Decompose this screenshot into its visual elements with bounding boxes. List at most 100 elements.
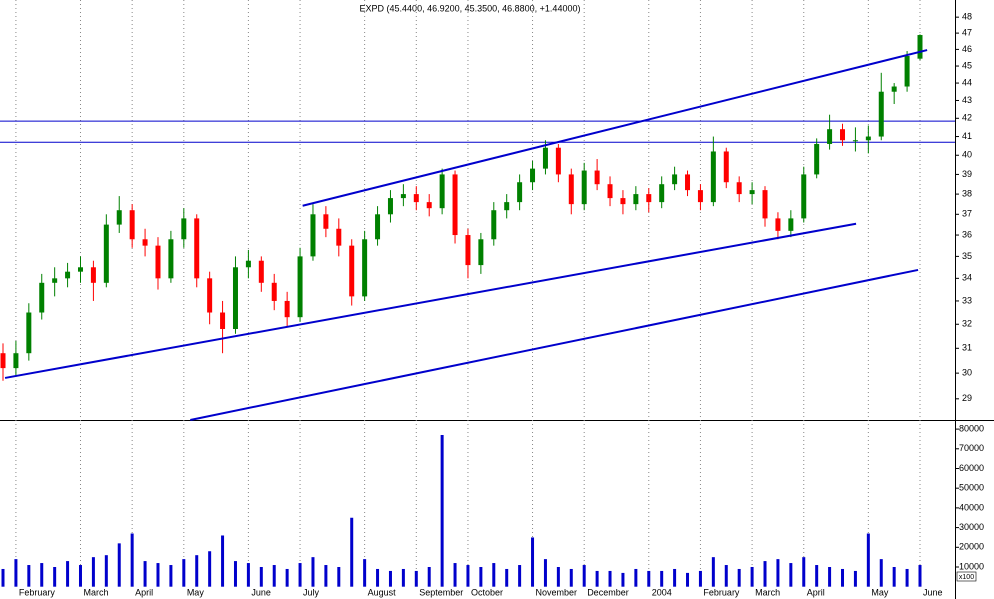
- volume-bar: [27, 565, 31, 587]
- trend-line: [302, 49, 928, 207]
- candle-body: [13, 353, 19, 369]
- y-tick-label: 36: [962, 229, 972, 239]
- candle-body: [581, 170, 587, 205]
- volume-bar: [388, 570, 392, 587]
- x-tick-label: June: [923, 587, 943, 597]
- y-tick-label: 70000: [959, 443, 984, 453]
- candle-body: [723, 151, 729, 183]
- volume-bar: [892, 566, 896, 587]
- y-tick-label: 46: [962, 44, 972, 54]
- volume-bar: [376, 568, 380, 587]
- x-tick-label: March: [755, 587, 780, 597]
- y-tick-label: 29: [962, 393, 972, 403]
- y-tick-label: 31: [962, 343, 972, 353]
- candle-body: [207, 278, 213, 313]
- volume-bar: [595, 570, 599, 587]
- y-tick-label: 44: [962, 77, 972, 87]
- volume-bar: [698, 570, 702, 587]
- y-tick-label: 37: [962, 209, 972, 219]
- candle-body: [194, 218, 200, 279]
- candle-body: [310, 214, 316, 257]
- x-tick-label: April: [135, 587, 153, 597]
- candle-body: [904, 56, 910, 87]
- candle-body: [220, 312, 226, 330]
- chart-title: EXPD (45.4400, 46.9200, 45.3500, 46.8800…: [360, 3, 581, 13]
- volume-bar: [221, 535, 225, 587]
- volume-bar: [737, 568, 741, 587]
- candle-body: [865, 136, 871, 141]
- volume-unit-box: [956, 571, 977, 582]
- candle-body: [878, 91, 884, 137]
- volume-bar: [285, 568, 289, 587]
- volume-bar: [750, 566, 754, 587]
- candle-body: [439, 174, 445, 209]
- volume-bar: [66, 561, 70, 587]
- candle-body: [362, 239, 368, 297]
- y-tick-label: 80000: [959, 423, 984, 433]
- volume-bar: [130, 533, 134, 587]
- y-tick-label: 34: [962, 273, 972, 283]
- volume-bar: [686, 572, 690, 587]
- y-tick-label: 45: [962, 60, 972, 70]
- candle-body: [426, 202, 432, 209]
- y-tick-label: 60000: [959, 463, 984, 473]
- candle-body: [710, 151, 716, 203]
- candle-body: [697, 190, 703, 203]
- volume-bar: [414, 570, 418, 587]
- volume-bar: [853, 570, 857, 587]
- volume-bar: [208, 551, 212, 587]
- volume-unit: x100: [959, 574, 974, 581]
- volume-bar: [660, 570, 664, 587]
- candle-body: [387, 198, 393, 215]
- trend-line: [4, 222, 857, 379]
- candle-body: [517, 182, 523, 203]
- volume-bar: [621, 572, 625, 587]
- volume-bar: [582, 565, 586, 587]
- candle-body: [142, 239, 148, 246]
- candle-body: [736, 182, 742, 195]
- x-tick-label: February: [703, 587, 740, 597]
- candle-body: [297, 256, 303, 318]
- candle-body: [646, 194, 652, 203]
- volume-bar: [647, 570, 651, 587]
- volume-bar: [14, 559, 18, 587]
- candle-body: [685, 174, 691, 191]
- candle-body: [232, 267, 238, 330]
- volume-bar: [350, 517, 354, 587]
- volume-bar: [505, 568, 509, 587]
- candle-body: [258, 260, 264, 283]
- candle-body: [181, 218, 187, 240]
- volume-bar: [53, 566, 57, 587]
- volume-bar: [918, 565, 922, 587]
- candle-body: [245, 260, 251, 268]
- x-tick-label: July: [303, 587, 320, 597]
- candle-body: [594, 170, 600, 185]
- candle-body: [762, 190, 768, 219]
- candle-body: [555, 147, 561, 175]
- candle-body: [672, 174, 678, 185]
- candle-body: [52, 278, 58, 283]
- candle-body: [491, 210, 497, 240]
- candle-body: [375, 214, 381, 240]
- volume-bar: [259, 566, 263, 587]
- volume-bar: [569, 568, 573, 587]
- volume-bar: [427, 566, 431, 587]
- volume-bar: [78, 565, 82, 587]
- volume-bar: [479, 566, 483, 587]
- volume-bar: [1, 568, 5, 587]
- volume-bar: [608, 570, 612, 587]
- candle-body: [90, 267, 96, 283]
- candle-body: [607, 184, 613, 199]
- candle-body: [478, 239, 484, 266]
- y-tick-label: 38: [962, 188, 972, 198]
- candle-body: [659, 184, 665, 203]
- volume-bar: [905, 568, 909, 587]
- candle-body: [271, 282, 277, 301]
- volume-bar: [91, 557, 95, 587]
- volume-bar: [453, 563, 457, 587]
- candle-body: [827, 129, 833, 144]
- y-tick-label: 41: [962, 131, 972, 141]
- y-tick-label: 33: [962, 295, 972, 305]
- y-tick-label: 40000: [959, 502, 984, 512]
